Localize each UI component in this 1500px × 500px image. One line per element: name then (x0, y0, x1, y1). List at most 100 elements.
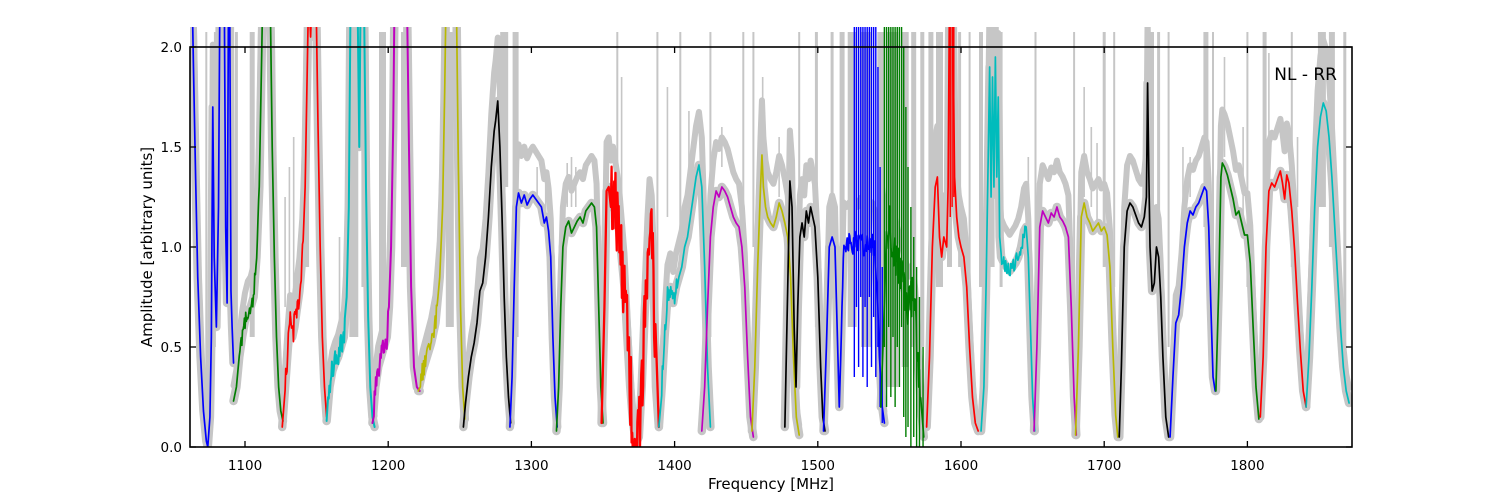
series-SB22 (1169, 186, 1217, 438)
x-tick-label: 1400 (657, 458, 691, 474)
gray-column (205, 32, 208, 387)
gray-halo-upper (1303, 36, 1352, 396)
gray-column (1246, 32, 1249, 287)
gray-column (1073, 32, 1076, 327)
series-SB09 (555, 202, 604, 432)
series-SB08 (509, 192, 559, 428)
gray-column (1157, 32, 1161, 307)
x-tick-label: 1100 (228, 458, 262, 474)
series-SB06 (417, 27, 466, 420)
series-SB18 (980, 56, 1036, 432)
gray-column (349, 32, 359, 337)
y-tick-label: 0.0 (161, 440, 182, 456)
gray-column (999, 32, 1003, 287)
x-tick-label: 1500 (801, 458, 835, 474)
gray-column (1149, 32, 1154, 267)
y-tick-label: 0.5 (161, 340, 182, 356)
gray-halo-upper (1167, 134, 1219, 431)
series-SB19 (1033, 206, 1078, 436)
gray-column (947, 32, 952, 267)
plot-area (190, 27, 1352, 447)
gray-column (877, 32, 885, 367)
series-SB25 (1305, 102, 1350, 408)
series-SB03 (281, 27, 328, 428)
axes-frame: 1100 1200 1300 1400 1500 1600 1700 1800 0.0 0.5 1.… (161, 40, 1353, 474)
x-tick-label: 1600 (944, 458, 978, 474)
gray-column (616, 32, 619, 227)
gray-column (379, 32, 386, 337)
series-SB11 (658, 164, 712, 428)
gray-column (798, 32, 801, 267)
gray-column (1167, 32, 1170, 347)
y-tick-label: 1.5 (161, 140, 182, 156)
gray-column (213, 32, 216, 347)
y-tick-label: 2.0 (161, 40, 182, 56)
series-SB17 (925, 27, 980, 432)
gray-column (958, 32, 962, 267)
gray-column (401, 32, 407, 267)
gray-column (1113, 32, 1116, 287)
gray-column (709, 32, 712, 337)
gray-column (928, 32, 934, 307)
gray-column (1102, 32, 1106, 267)
gray-column (500, 32, 509, 187)
series-SB04 (325, 27, 376, 428)
gray-column (920, 32, 925, 347)
x-tick-label: 1300 (514, 458, 548, 474)
gray-column (1034, 32, 1037, 307)
gray-column (814, 32, 818, 327)
gray-column (752, 32, 755, 247)
series-SB24 (1259, 170, 1307, 418)
gray-column (679, 32, 682, 267)
gray-column (656, 32, 659, 307)
gray-column (1262, 32, 1267, 227)
gray-column (249, 32, 255, 337)
series-SB20 (1074, 202, 1119, 438)
series-SB10 (600, 165, 660, 447)
gray-halo-upper (1212, 106, 1262, 410)
gray-column (1343, 32, 1347, 347)
gray-column (361, 32, 367, 287)
gray-halo-upper (460, 34, 514, 419)
y-tick-label: 1.0 (161, 240, 182, 256)
gray-column (445, 32, 454, 327)
gray-column (1290, 32, 1293, 267)
gray-column (1317, 32, 1326, 207)
gray-column (936, 32, 943, 287)
series-SB07 (462, 100, 512, 428)
gray-halo-upper (655, 108, 714, 419)
x-tick-label: 1800 (1230, 458, 1264, 474)
gray-column (742, 32, 745, 207)
gray-column (234, 32, 238, 357)
gray-column (979, 32, 983, 287)
series-SB16 (879, 205, 925, 438)
series-SB05 (371, 27, 421, 424)
series-SB21 (1118, 82, 1170, 438)
gray-column (968, 32, 971, 307)
series-SB14 (784, 180, 826, 432)
x-tick-label: 1700 (1087, 458, 1121, 474)
gray-halo-upper (1031, 157, 1080, 429)
x-tick-label: 1200 (371, 458, 405, 474)
gray-column (512, 32, 519, 337)
gray-column (1328, 32, 1335, 247)
gray-column (861, 32, 872, 347)
series-SB02 (232, 27, 284, 422)
gray-column (1203, 32, 1209, 227)
series-SB13 (751, 154, 801, 436)
gray-column (830, 32, 834, 267)
gray-column (1212, 32, 1214, 347)
series-SB12 (700, 186, 755, 438)
band-curves (191, 27, 1350, 447)
gray-column (839, 32, 845, 287)
y-axis-label: Amplitude [arbitrary units] (138, 147, 156, 347)
x-axis-label: Frequency [MHz] (708, 475, 834, 493)
series-SB23 (1215, 162, 1260, 420)
gray-column (847, 32, 857, 327)
series-SB01 (191, 27, 235, 447)
series-SB15 (822, 230, 886, 432)
gray-envelope (190, 27, 1352, 447)
gray-column (911, 32, 917, 347)
